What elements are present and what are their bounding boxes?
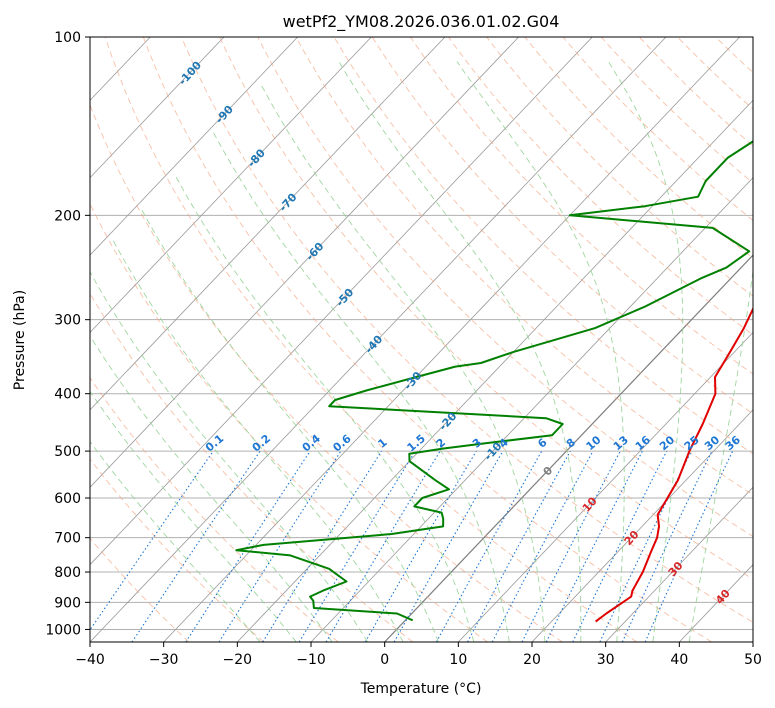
plot-frame: [89, 36, 754, 643]
dry-adiabat: [410, 37, 753, 375]
y-tick-label: 800: [54, 565, 81, 581]
dry-adiabat: [600, 37, 753, 184]
mixing-ratio-line: [262, 450, 382, 642]
x-tick-label: 30: [597, 652, 615, 668]
x-tick-label: 40: [670, 652, 688, 668]
dry-adiabat: [104, 37, 638, 642]
dry-adiabat: [295, 37, 753, 496]
y-tick-label: 900: [54, 595, 81, 611]
y-axis-title: Pressure (hPa): [12, 290, 28, 390]
dry-adiabat: [562, 37, 753, 221]
dry-adiabat: [448, 37, 753, 336]
mixing-ratio-line: [90, 450, 214, 631]
moist-adiabat: [338, 61, 582, 642]
mixing-ratio-line: [621, 450, 713, 642]
isotherm: [90, 37, 372, 334]
mixing-ratio-line: [467, 450, 571, 642]
dry-adiabat: [90, 377, 339, 642]
isotherm: [458, 331, 753, 642]
moist-adiabat: [260, 83, 546, 642]
moist-adiabat: [90, 270, 369, 642]
mixing-ratio-line: [572, 450, 668, 642]
moist-adiabat: [688, 267, 753, 642]
y-tick-label: 100: [54, 30, 81, 46]
x-tick-label: −20: [223, 652, 253, 668]
freezing-isotherm: [384, 254, 753, 642]
isotherm: [90, 37, 519, 488]
x-tick-label: 0: [380, 652, 389, 668]
axes: −40 −30 −20 −10 0 10 20 30 40 50 100 200 300 400 500 60…: [45, 30, 762, 668]
moist-adiabat: [173, 173, 475, 642]
x-axis-title: Temperature (°C): [360, 681, 482, 697]
moist-adiabat: [90, 440, 261, 642]
x-tick-label: 10: [449, 652, 467, 668]
isotherm: [237, 99, 753, 642]
y-tick-label: 400: [54, 387, 81, 403]
x-tick-label: 50: [744, 652, 762, 668]
mixing-ratio-line: [393, 450, 504, 642]
moist-adiabat: [456, 61, 625, 642]
dry-adiabat: [333, 37, 753, 455]
x-tick-label: −10: [296, 652, 326, 668]
dry-adiabat: [181, 37, 753, 623]
dewpoint-profile: [235, 140, 753, 622]
mixing-ratio-line: [298, 450, 416, 642]
y-tick-label: 700: [54, 531, 81, 547]
y-tick-label: 500: [54, 444, 81, 460]
dry-adiabat: [90, 458, 264, 642]
moist-adiabat: [90, 334, 333, 642]
isotherm: [163, 37, 740, 642]
x-tick-label: −30: [149, 652, 179, 668]
isotherm: [90, 37, 298, 256]
dry-adiabat: [90, 103, 563, 642]
profile-lines: [235, 140, 753, 623]
y-tick-label: 200: [54, 208, 81, 224]
isotherm: [90, 37, 446, 411]
isotherm: [605, 486, 753, 642]
x-tick-label: 20: [523, 652, 541, 668]
dry-adiabat: [90, 292, 414, 642]
mixing-ratio-line: [435, 450, 543, 642]
dry-adiabat: [90, 202, 488, 642]
moist-adiabat: [90, 390, 297, 642]
moist-adiabat: [112, 239, 404, 642]
dry-adiabat: [219, 37, 753, 580]
isotherm: [90, 37, 225, 179]
dry-adiabat: [142, 37, 712, 642]
isotherm: [531, 409, 753, 642]
dry-adiabat: [486, 37, 753, 297]
mixing-ratio-line: [644, 450, 734, 642]
isotherm: [90, 37, 667, 642]
y-tick-label: 300: [54, 313, 81, 329]
y-tick-label: 1000: [45, 622, 81, 638]
mixing-ratio-line: [218, 450, 342, 642]
x-tick-label: −40: [75, 652, 105, 668]
dry-adiabat: [371, 37, 753, 415]
chart-title: wetPf2_YM08.2026.036.01.02.G04: [283, 12, 560, 32]
moist-adiabat: [140, 208, 439, 642]
mixing-ratio-line: [364, 450, 477, 642]
dry-adiabat: [638, 37, 753, 147]
isotherm: [90, 37, 593, 566]
y-tick-label: 600: [54, 491, 81, 507]
moist-adiabat: [213, 132, 510, 642]
temperature-profile: [594, 306, 753, 623]
